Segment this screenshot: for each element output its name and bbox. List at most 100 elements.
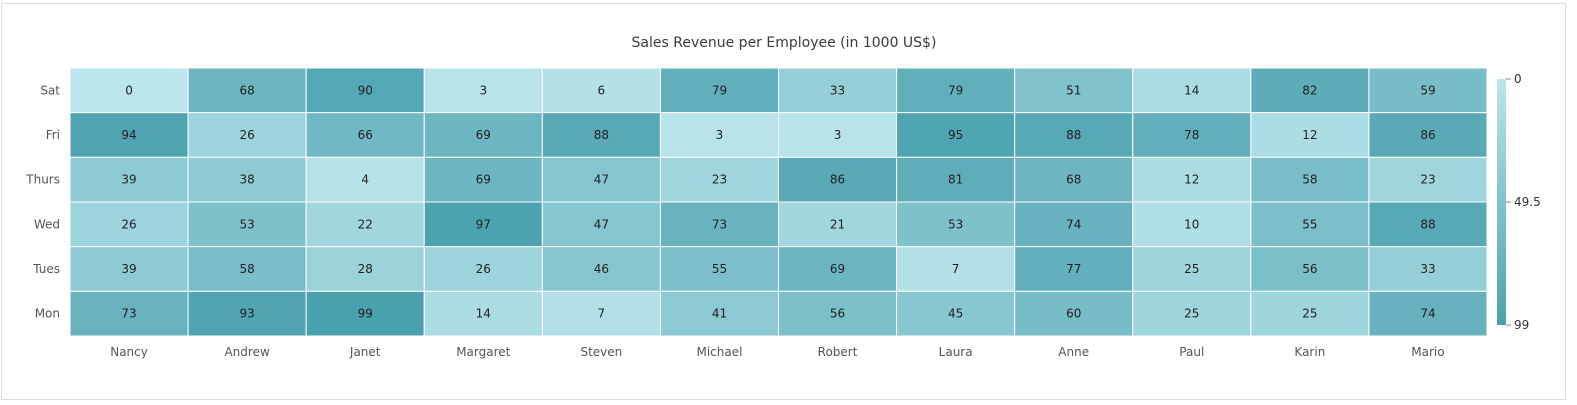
heatmap-cell[interactable] (69, 246, 189, 292)
cell-value-label: 73 (121, 307, 136, 321)
x-axis-label: Michael (696, 345, 742, 359)
cell-value-label: 33 (1420, 262, 1435, 276)
heatmap-cell[interactable] (1132, 290, 1252, 337)
heatmap-cell[interactable] (1368, 67, 1488, 114)
cell-value-label: 26 (239, 128, 254, 142)
heatmap-cell[interactable] (896, 112, 1016, 158)
cell-value-label: 58 (1302, 173, 1317, 187)
heatmap-cell[interactable] (1250, 112, 1370, 158)
cell-value-label: 88 (594, 128, 609, 142)
x-axis-label: Anne (1058, 345, 1089, 359)
cell-value-label: 23 (712, 173, 727, 187)
heatmap-cell[interactable] (659, 112, 780, 158)
cell-value-label: 73 (712, 217, 727, 231)
y-axis-label: Wed (34, 217, 60, 231)
heatmap-cell[interactable] (187, 67, 307, 114)
cell-value-label: 53 (239, 217, 254, 231)
heatmap-cell[interactable] (423, 67, 543, 114)
heatmap-cell[interactable] (778, 290, 898, 337)
x-axis-label: Robert (818, 345, 858, 359)
cell-value-label: 86 (1420, 128, 1435, 142)
heatmap-cell[interactable] (69, 156, 189, 203)
cell-value-label: 46 (594, 262, 609, 276)
cell-value-label: 97 (476, 217, 491, 231)
chart-title: Sales Revenue per Employee (in 1000 US$) (632, 35, 937, 51)
heatmap-cell[interactable] (423, 156, 543, 203)
y-axis-label: Sat (40, 83, 60, 97)
cell-value-label: 88 (1420, 217, 1435, 231)
heatmap-cell[interactable] (423, 290, 543, 337)
heatmap-cell[interactable] (187, 290, 307, 337)
cell-value-label: 68 (1066, 173, 1081, 187)
heatmap-cell[interactable] (541, 246, 661, 292)
heatmap-cell[interactable] (305, 246, 425, 292)
heatmap-cell[interactable] (1132, 201, 1252, 248)
heatmap-cell[interactable] (1250, 246, 1370, 292)
legend-label: 99 (1514, 318, 1529, 332)
heatmap-cell[interactable] (1014, 112, 1134, 158)
cell-value-label: 69 (830, 262, 845, 276)
legend-label: 0 (1514, 72, 1522, 86)
heatmap-cell[interactable] (1132, 112, 1252, 158)
cell-value-label: 95 (948, 128, 963, 142)
heatmap-cell[interactable] (1368, 156, 1488, 203)
cell-value-label: 78 (1184, 128, 1199, 142)
cell-value-label: 14 (476, 307, 491, 321)
cell-value-label: 94 (121, 128, 136, 142)
heatmap-cell[interactable] (1014, 201, 1134, 248)
x-axis-label: Janet (349, 345, 381, 359)
cell-value-label: 66 (358, 128, 373, 142)
chart-frame: Sales Revenue per Employee (in 1000 US$)… (1, 3, 1566, 400)
cell-value-label: 69 (476, 128, 491, 142)
heatmap-cell[interactable] (305, 156, 425, 203)
heatmap-cell[interactable] (896, 246, 1016, 292)
heatmap-cell[interactable] (305, 201, 425, 248)
cell-value-label: 45 (948, 307, 963, 321)
heatmap-cell[interactable] (659, 290, 780, 337)
heatmap-cell[interactable] (187, 246, 307, 292)
heatmap-cell[interactable] (778, 201, 898, 248)
y-axis-label: Fri (46, 128, 60, 142)
heatmap-cell[interactable] (69, 67, 189, 114)
heatmap-cell[interactable] (187, 201, 307, 248)
heatmap-cell[interactable] (659, 201, 780, 248)
cell-value-label: 25 (1302, 307, 1317, 321)
heatmap-cell[interactable] (778, 246, 898, 292)
cell-value-label: 7 (952, 262, 960, 276)
cell-value-label: 58 (239, 262, 254, 276)
heatmap-cell[interactable] (187, 112, 307, 158)
heatmap-cell[interactable] (1368, 201, 1488, 248)
color-legend-bar (1497, 79, 1506, 325)
heatmap-cell[interactable] (69, 290, 189, 337)
cell-value-label: 22 (358, 217, 373, 231)
cell-value-label: 3 (716, 128, 724, 142)
cell-value-label: 14 (1184, 83, 1199, 97)
heatmap-cell[interactable] (423, 201, 543, 248)
heatmap-cell[interactable] (69, 201, 189, 248)
heatmap-cell[interactable] (1250, 201, 1370, 248)
heatmap-cell[interactable] (1368, 290, 1488, 337)
heatmap-cell[interactable] (778, 112, 898, 158)
cell-value-label: 25 (1184, 307, 1199, 321)
legend-labels: 0 49.5 99 (1506, 72, 1541, 332)
y-axis-label: Thurs (25, 173, 60, 187)
x-axis-label: Margaret (456, 345, 510, 359)
heatmap-cell[interactable] (896, 67, 1016, 114)
cell-value-label: 3 (479, 83, 487, 97)
cell-value-label: 39 (121, 173, 136, 187)
heatmap-cell[interactable] (1368, 112, 1488, 158)
heatmap-cell[interactable] (1014, 290, 1134, 337)
heatmap-cell[interactable] (1132, 67, 1252, 114)
heatmap-cell[interactable] (659, 246, 780, 292)
cell-value-label: 88 (1066, 128, 1081, 142)
cell-value-label: 26 (121, 217, 136, 231)
x-axis-label: Nancy (110, 345, 148, 359)
heatmap-cell[interactable] (305, 67, 425, 114)
heatmap-cell[interactable] (659, 67, 780, 114)
heatmap-cell[interactable] (896, 290, 1016, 337)
heatmap-cell[interactable] (423, 112, 543, 158)
heatmap-cell[interactable] (778, 156, 898, 203)
cell-value-label: 33 (830, 83, 845, 97)
heatmap-cell[interactable] (541, 156, 661, 203)
heatmap-cell[interactable] (541, 112, 661, 158)
